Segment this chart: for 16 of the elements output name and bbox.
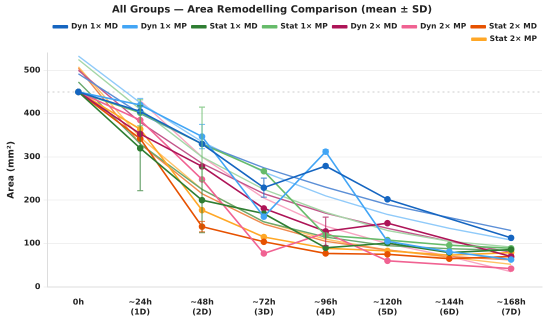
y-tick-label: 100 xyxy=(24,238,41,248)
y-tick-label: 400 xyxy=(24,108,41,118)
x-tick-label: ~72h (3D) xyxy=(252,298,276,316)
x-tick-label: ~48h (2D) xyxy=(190,298,214,316)
y-tick-label: 0 xyxy=(34,282,41,291)
x-tick-label: ~96h (4D) xyxy=(314,298,338,316)
y-axis-title: Area (mm²) xyxy=(6,141,17,199)
x-tick-label: 0h xyxy=(72,298,84,307)
x-tick-label: ~168h (7D) xyxy=(496,298,526,316)
x-tick-label: ~144h (6D) xyxy=(434,298,464,316)
y-tick-label: 200 xyxy=(24,195,41,204)
y-tick-label: 300 xyxy=(24,152,41,161)
x-tick-label: ~24h (1D) xyxy=(128,298,152,316)
x-tick-label: ~120h (5D) xyxy=(372,298,402,316)
y-tick-label: 500 xyxy=(24,65,41,74)
chart-title: All Groups — Area Remodelling Comparison (mean ± SD) xyxy=(112,4,432,16)
